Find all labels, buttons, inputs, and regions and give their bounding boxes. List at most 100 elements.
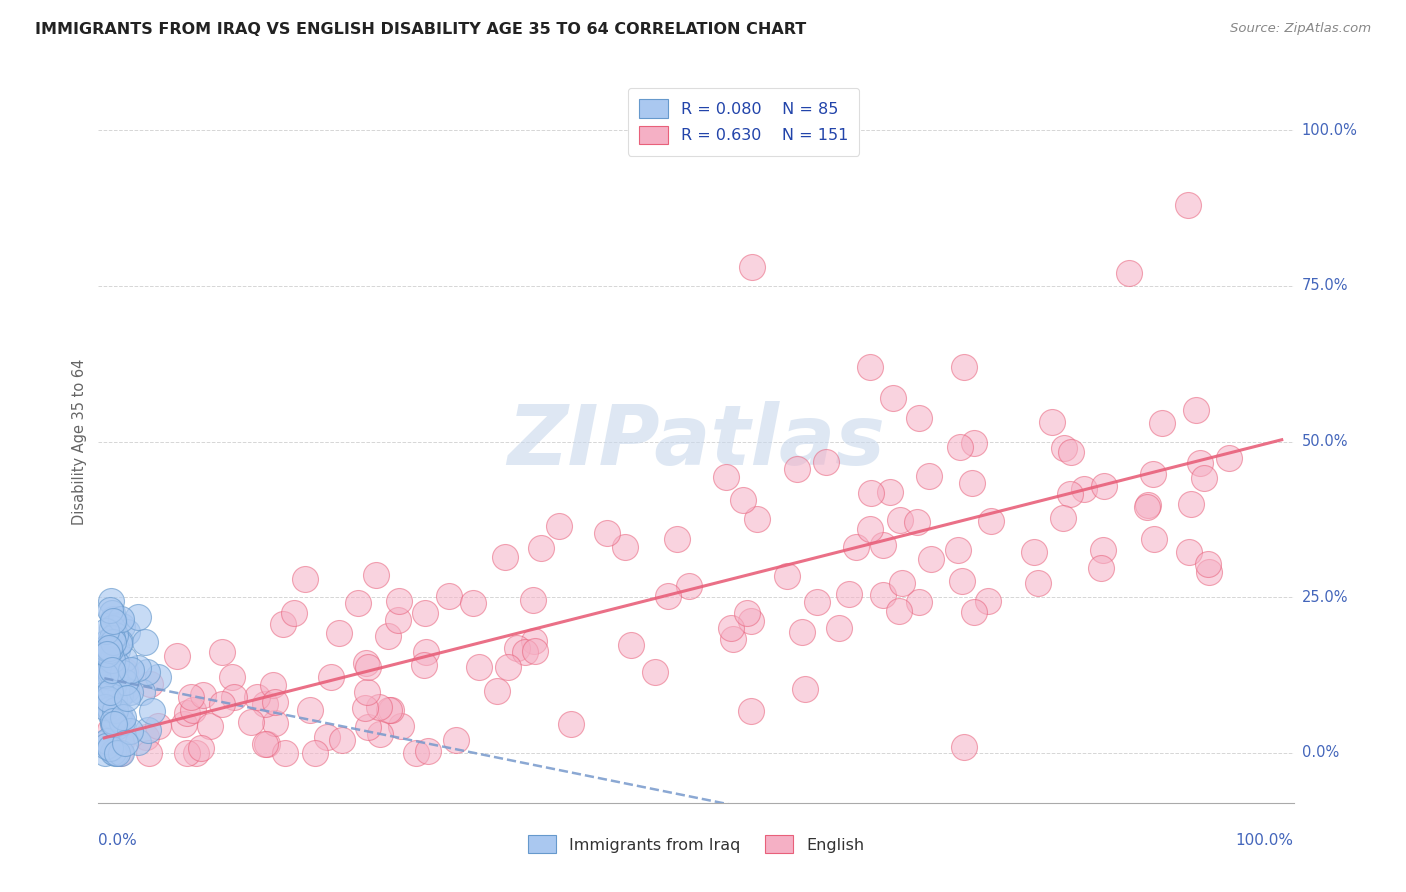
Point	[330, 733, 353, 747]
Point	[104, 703, 127, 717]
Point	[104, 720, 127, 734]
Point	[960, 475, 983, 490]
Point	[1177, 198, 1199, 212]
Point	[138, 746, 160, 760]
Point	[190, 740, 212, 755]
Point	[953, 739, 976, 754]
Point	[253, 737, 276, 751]
Point	[1188, 456, 1211, 470]
Point	[1198, 565, 1220, 579]
Point	[101, 614, 124, 628]
Point	[530, 541, 553, 555]
Point	[112, 652, 135, 666]
Point	[494, 550, 516, 565]
Point	[103, 717, 125, 731]
Point	[328, 625, 350, 640]
Point	[745, 511, 768, 525]
Point	[108, 635, 131, 649]
Point	[283, 607, 305, 621]
Point	[720, 621, 742, 635]
Point	[135, 730, 157, 744]
Point	[200, 718, 222, 732]
Point	[828, 622, 851, 636]
Point	[1026, 575, 1049, 590]
Point	[110, 612, 132, 626]
Point	[740, 704, 762, 718]
Point	[740, 614, 762, 628]
Point	[731, 493, 754, 508]
Point	[256, 737, 278, 751]
Point	[98, 603, 121, 617]
Point	[254, 698, 277, 712]
Point	[596, 526, 619, 541]
Point	[792, 624, 814, 639]
Text: 100.0%: 100.0%	[1236, 833, 1294, 848]
Point	[115, 690, 138, 705]
Text: 0.0%: 0.0%	[98, 833, 138, 848]
Point	[1060, 445, 1083, 459]
Point	[405, 746, 427, 760]
Point	[180, 690, 202, 704]
Point	[114, 736, 136, 750]
Point	[101, 648, 124, 662]
Point	[101, 646, 124, 660]
Point	[193, 688, 215, 702]
Point	[859, 522, 882, 536]
Point	[644, 665, 666, 679]
Point	[918, 469, 941, 483]
Point	[141, 704, 163, 718]
Point	[101, 631, 124, 645]
Point	[1042, 415, 1064, 429]
Point	[1152, 416, 1174, 430]
Point	[439, 590, 461, 604]
Point	[367, 699, 389, 714]
Point	[523, 634, 546, 648]
Point	[173, 717, 195, 731]
Point	[96, 644, 118, 658]
Point	[110, 688, 132, 702]
Point	[94, 736, 117, 750]
Point	[838, 587, 860, 601]
Point	[139, 677, 162, 691]
Text: Source: ZipAtlas.com: Source: ZipAtlas.com	[1230, 22, 1371, 36]
Point	[110, 735, 132, 749]
Point	[468, 660, 491, 674]
Point	[176, 746, 198, 760]
Point	[96, 633, 118, 648]
Point	[96, 733, 118, 747]
Point	[1194, 471, 1216, 485]
Point	[101, 653, 124, 667]
Point	[94, 739, 117, 753]
Point	[134, 635, 156, 649]
Point	[980, 514, 1002, 528]
Point	[794, 682, 817, 697]
Point	[1136, 500, 1159, 515]
Text: 100.0%: 100.0%	[1302, 122, 1358, 137]
Point	[678, 578, 700, 592]
Point	[100, 664, 122, 678]
Point	[908, 410, 931, 425]
Point	[666, 532, 689, 546]
Point	[412, 658, 434, 673]
Point	[103, 615, 125, 629]
Point	[496, 660, 519, 674]
Point	[461, 596, 484, 610]
Point	[118, 685, 141, 699]
Point	[112, 710, 135, 724]
Point	[1142, 467, 1164, 481]
Point	[94, 680, 117, 694]
Point	[513, 645, 536, 659]
Point	[224, 690, 246, 704]
Point	[94, 699, 117, 714]
Y-axis label: Disability Age 35 to 64: Disability Age 35 to 64	[72, 359, 87, 524]
Point	[101, 621, 124, 635]
Point	[97, 692, 120, 706]
Point	[94, 668, 117, 682]
Point	[146, 719, 169, 733]
Point	[620, 638, 643, 652]
Point	[485, 683, 508, 698]
Point	[614, 540, 637, 554]
Point	[354, 656, 377, 670]
Point	[114, 665, 136, 679]
Point	[735, 606, 758, 620]
